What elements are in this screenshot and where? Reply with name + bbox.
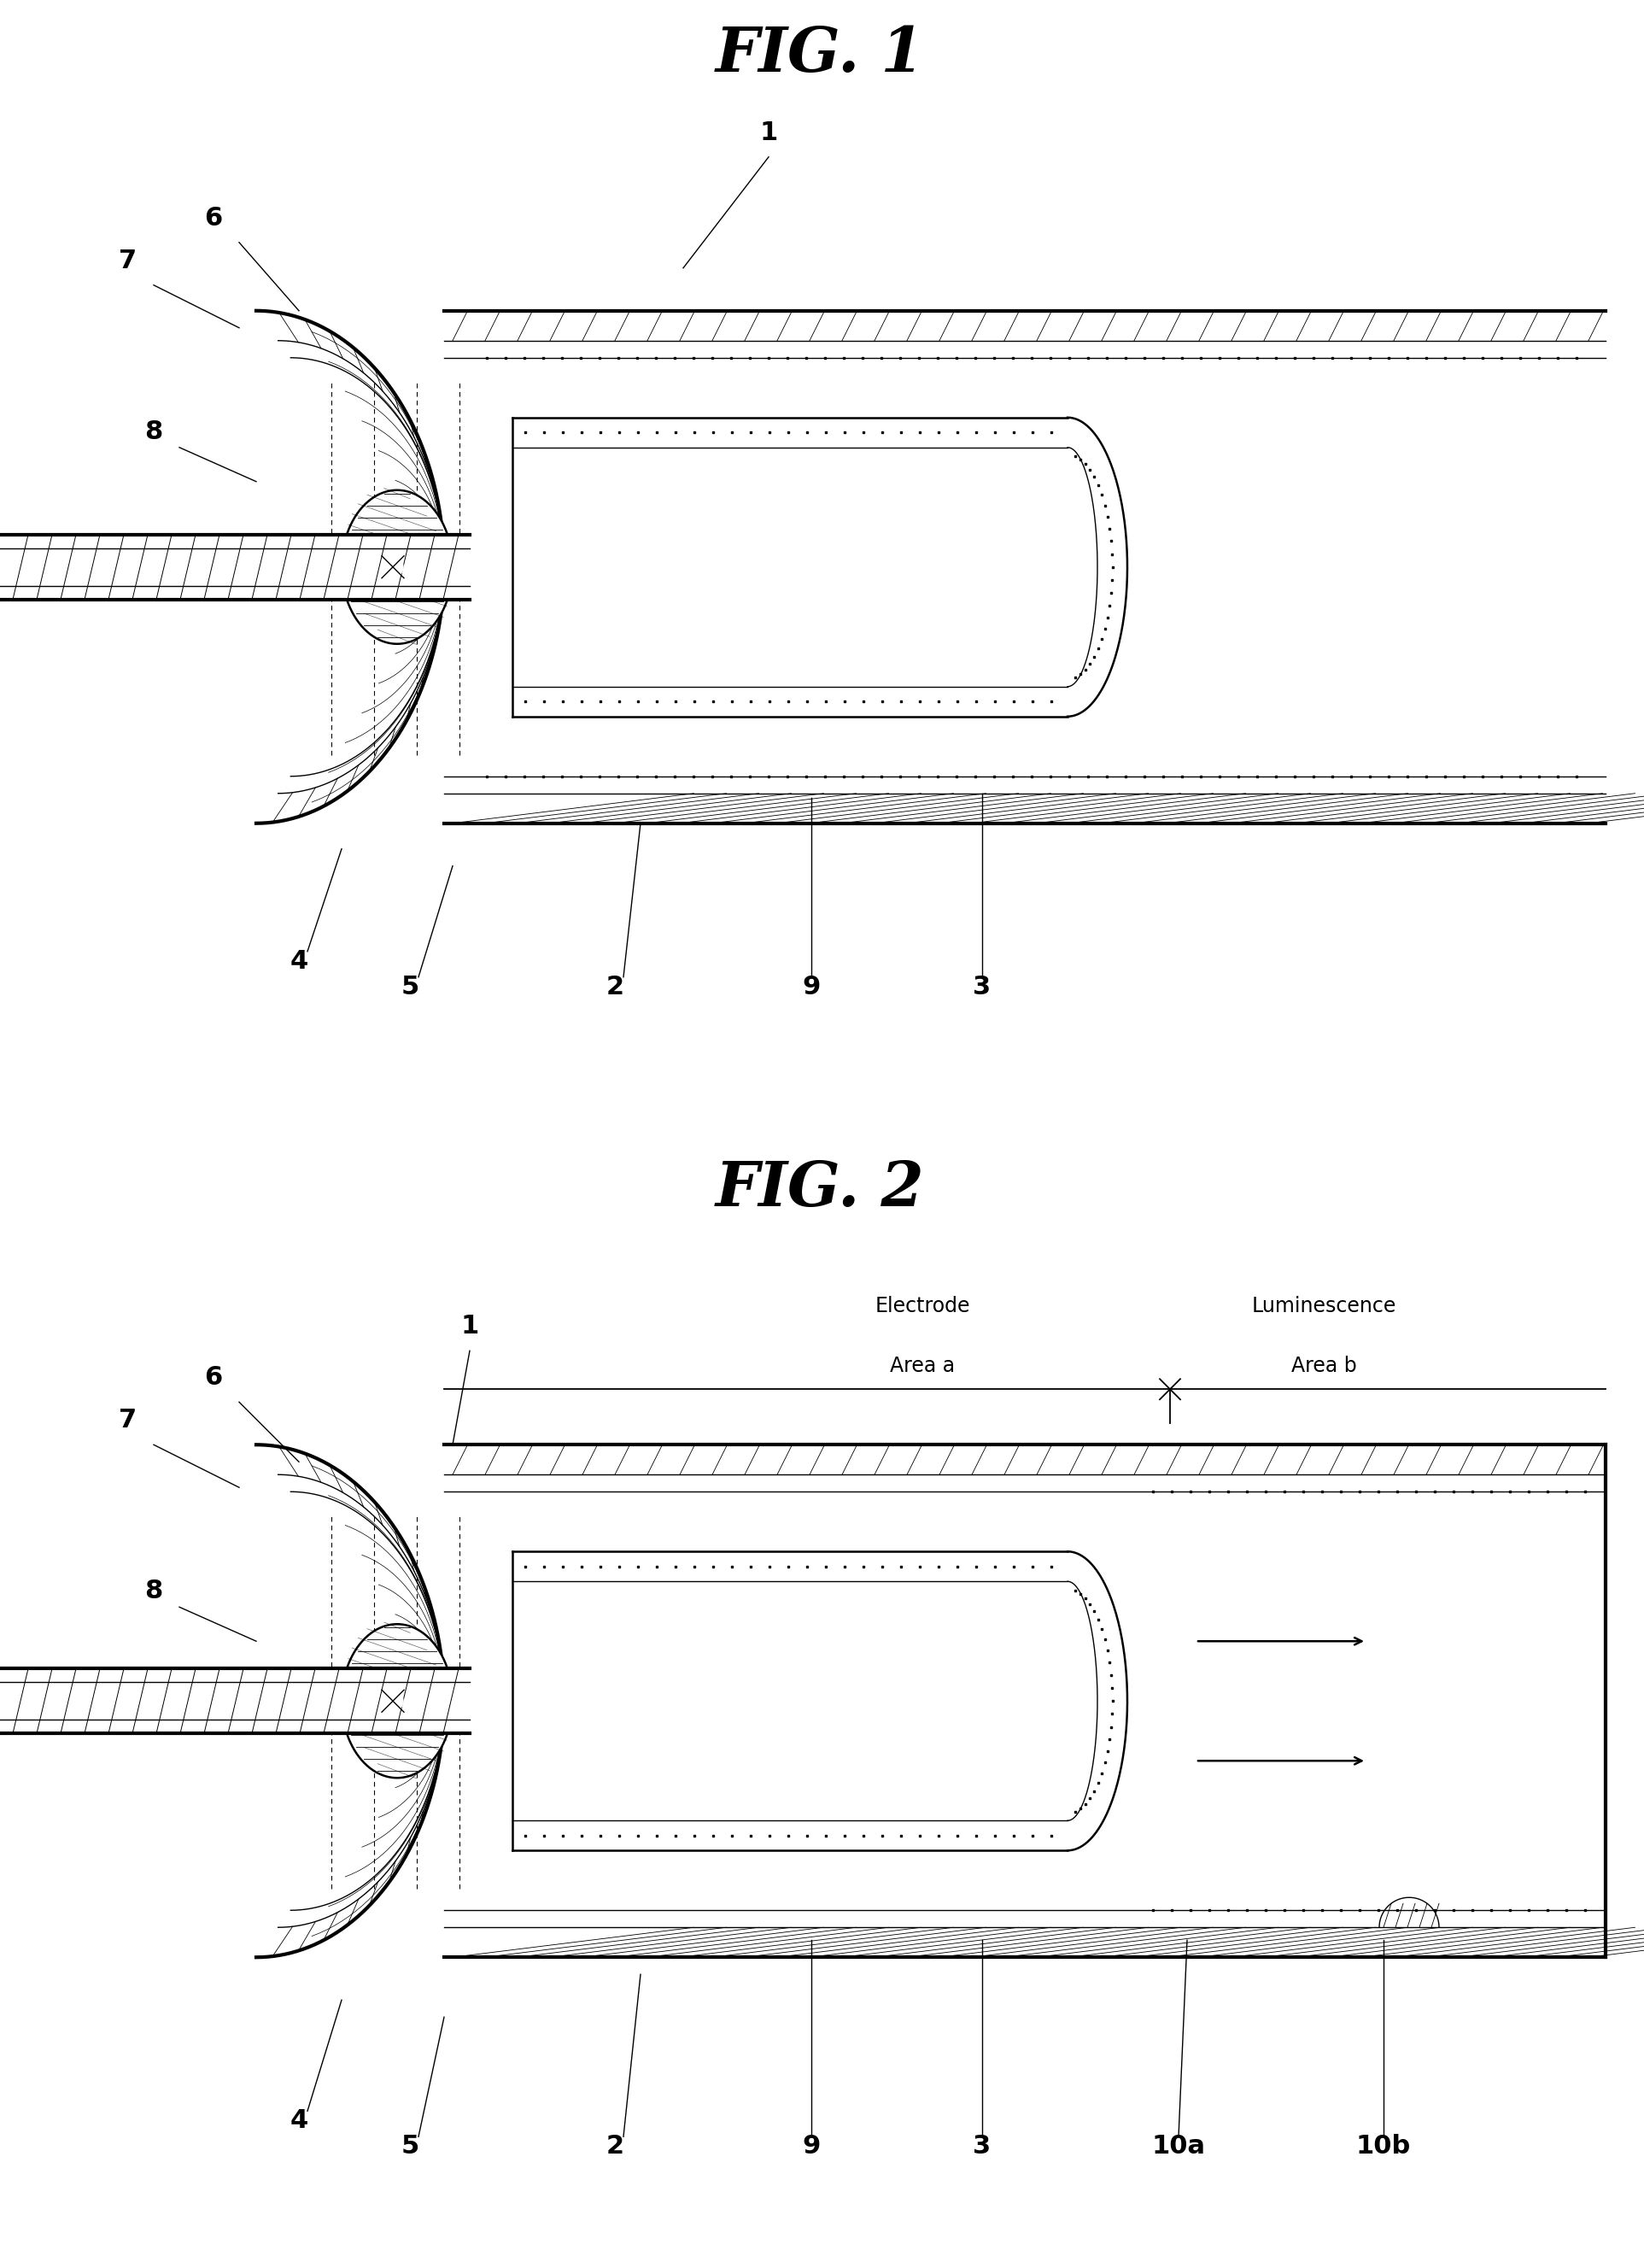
Text: FIG. 2: FIG. 2 (715, 1159, 924, 1218)
Circle shape (383, 556, 403, 578)
Text: 7: 7 (118, 1408, 136, 1433)
Text: 2: 2 (607, 975, 625, 1000)
Polygon shape (342, 490, 452, 644)
Text: 9: 9 (802, 975, 820, 1000)
Text: 10a: 10a (1152, 2134, 1205, 2159)
Text: 5: 5 (401, 2134, 419, 2159)
Text: 10b: 10b (1356, 2134, 1411, 2159)
Text: 8: 8 (145, 420, 163, 445)
Text: 3: 3 (973, 2134, 991, 2159)
Text: 2: 2 (607, 2134, 625, 2159)
Text: 1: 1 (760, 120, 778, 145)
Text: Area b: Area b (1291, 1356, 1356, 1377)
Text: 3: 3 (973, 975, 991, 1000)
Text: 6: 6 (204, 1365, 222, 1390)
Text: 5: 5 (401, 975, 419, 1000)
Text: 4: 4 (289, 948, 307, 973)
Text: 8: 8 (145, 1579, 163, 1603)
Text: Area a: Area a (889, 1356, 955, 1377)
Text: Electrode: Electrode (875, 1295, 970, 1318)
Text: FIG. 1: FIG. 1 (715, 25, 924, 84)
Text: 7: 7 (118, 249, 136, 272)
Polygon shape (342, 1624, 452, 1778)
Text: 6: 6 (204, 206, 222, 231)
Text: 4: 4 (289, 2109, 307, 2134)
Text: Luminescence: Luminescence (1251, 1295, 1396, 1318)
Text: 1: 1 (460, 1313, 478, 1338)
Circle shape (383, 1690, 403, 1712)
Text: 9: 9 (802, 2134, 820, 2159)
